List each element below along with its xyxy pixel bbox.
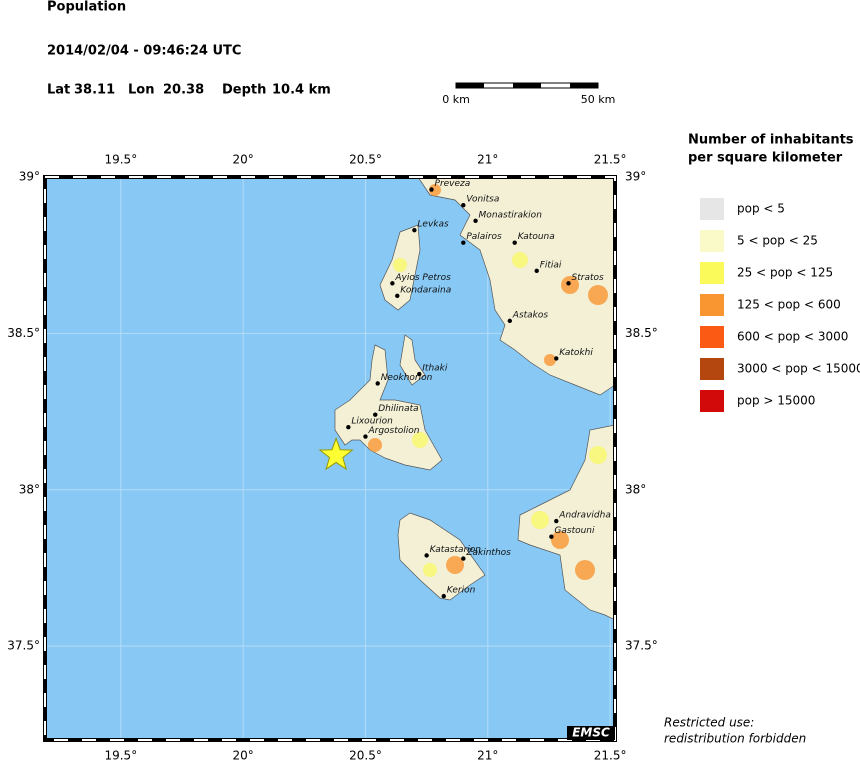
badge: EMSC — [572, 726, 610, 740]
legend-swatch — [700, 198, 724, 220]
y-tick-label: 38° — [625, 482, 646, 496]
y-tick-label: 37.5° — [625, 639, 658, 653]
city-label: Gastouni — [554, 526, 595, 536]
city-dot — [461, 556, 466, 561]
x-tick-label: 19.5° — [104, 749, 137, 763]
land — [334, 177, 615, 621]
city-dot — [375, 381, 380, 386]
x-tick-label: 20° — [233, 153, 254, 167]
city-dot — [554, 356, 559, 361]
lon: 20.38 — [163, 83, 204, 98]
title: Population — [47, 0, 126, 15]
city-dot — [512, 240, 517, 245]
city-label: Katokhi — [559, 348, 593, 358]
city-label: Neokhorion — [381, 373, 433, 383]
city-label: Kerion — [447, 586, 476, 596]
depth-label: Depth — [222, 83, 266, 98]
footer: redistribution forbidden — [664, 732, 806, 746]
city-label: Katouna — [518, 232, 555, 242]
legend-label: 25 < pop < 125 — [737, 266, 833, 280]
city-label: Dhilinata — [378, 404, 418, 414]
y-tick-label: 39° — [625, 170, 646, 184]
city-dot — [395, 293, 400, 299]
epicenter — [318, 436, 354, 471]
city-label: Levkas — [417, 220, 449, 230]
city-dot — [363, 434, 368, 439]
x-tick-label: 21° — [477, 153, 498, 167]
x-tick-label: 20.5° — [349, 749, 382, 763]
x-tick-label: 21.5° — [594, 749, 627, 763]
legend-swatch — [700, 326, 724, 348]
city-dot — [373, 412, 378, 417]
city-label: Astakos — [512, 310, 549, 320]
city-dot — [566, 281, 571, 286]
x-tick-label: 21.5° — [594, 153, 627, 167]
city-label: Vonitsa — [466, 195, 499, 205]
map-frame-dashes — [44, 176, 616, 741]
legend-label: 5 < pop < 25 — [737, 234, 818, 248]
city-label: Stratos — [572, 273, 604, 283]
legend-label: 600 < pop < 3000 — [737, 330, 848, 344]
city-dot — [417, 371, 422, 377]
legend-title: per square kilometer — [688, 151, 843, 166]
x-tick-label: 19.5° — [104, 153, 137, 167]
datetime: 2014/02/04 - 09:46:24 UTC — [47, 44, 241, 59]
city-label: Andravidha — [558, 511, 611, 521]
city-label: Preveza — [435, 179, 471, 189]
y-tick-label: 37.5° — [7, 639, 40, 653]
y-tick-label: 38.5° — [625, 326, 658, 340]
city-dot — [390, 281, 395, 286]
city-dot — [429, 187, 434, 192]
city-label: Palairos — [466, 232, 502, 242]
city-dot — [461, 202, 466, 208]
lon-label: Lon — [128, 83, 154, 98]
city-dot — [461, 240, 466, 245]
legend-label: 125 < pop < 600 — [737, 298, 841, 312]
legend-swatch — [700, 390, 724, 412]
legend-swatch — [700, 230, 724, 252]
footer: Restricted use: — [664, 716, 754, 730]
legend-label: pop > 15000 — [737, 394, 815, 408]
city-dot — [441, 593, 446, 599]
y-tick-label: 38.5° — [7, 326, 40, 340]
city-dot — [507, 318, 513, 324]
x-tick-label: 20.5° — [349, 153, 382, 167]
lat-label: Lat — [47, 83, 70, 98]
y-tick-label: 39° — [19, 170, 40, 184]
badge-bg — [567, 726, 615, 740]
city-dot — [534, 268, 539, 274]
depth: 10.4 km — [272, 83, 331, 98]
scale-bar — [455, 82, 599, 89]
x-tick-label: 21° — [477, 749, 498, 763]
legend-title: Number of inhabitants — [688, 133, 854, 148]
scale-end: 50 km — [581, 93, 616, 106]
scale-start: 0 km — [442, 93, 470, 106]
city-label: Kondaraina — [400, 285, 451, 295]
y-tick-label: 38° — [19, 482, 40, 496]
city-label: Ithaki — [422, 364, 448, 374]
legend-swatch — [700, 294, 724, 316]
city-label: Argostolion — [367, 426, 419, 436]
city-dot — [549, 534, 554, 539]
city-label: Monastirakion — [479, 210, 543, 220]
city-label: Lixourion — [351, 417, 393, 427]
city-label: Katastarion — [430, 545, 482, 555]
city-dot — [473, 218, 478, 223]
legend-label: 3000 < pop < 15000 — [737, 362, 860, 376]
legend-swatch — [700, 262, 724, 284]
x-tick-label: 20° — [233, 749, 254, 763]
city-dot — [554, 518, 559, 524]
city-dot — [424, 553, 429, 558]
city-label: Zakinthos — [465, 548, 511, 558]
city-label: Fitiai — [540, 260, 562, 270]
city-dot — [412, 227, 417, 233]
city-dot — [346, 425, 351, 430]
lat: 38.11 — [74, 83, 115, 98]
legend-swatch — [700, 358, 724, 380]
city-label: Ayios Petros — [394, 273, 451, 283]
legend-label: pop < 5 — [737, 202, 785, 216]
